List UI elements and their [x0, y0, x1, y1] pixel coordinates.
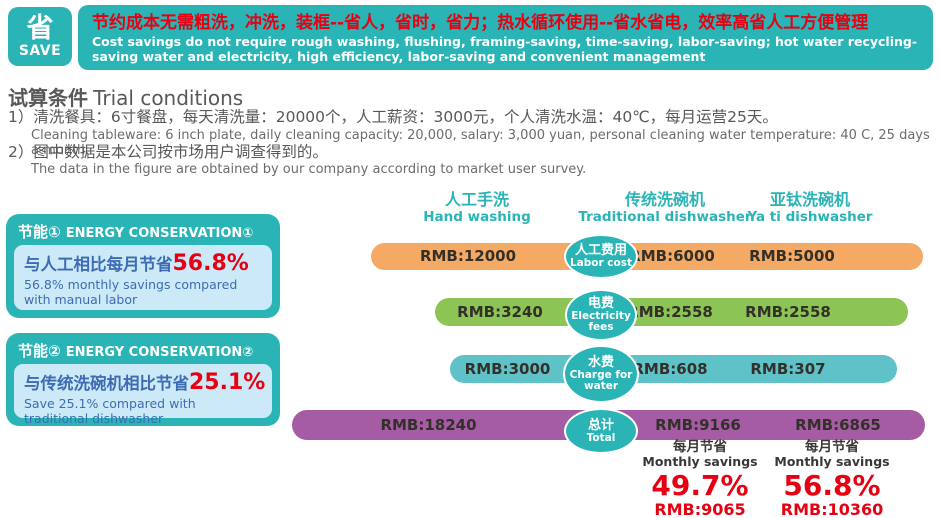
bar-electricity-fees	[435, 298, 908, 326]
column-header-traditional-dishwasher: 传统洗碗机 Traditional dishwasher	[575, 190, 755, 226]
banner-title-en: Cost savings do not require rough washin…	[92, 34, 918, 64]
header-banner: 节约成本无需粗洗，冲洗，装框--省人，省时，省力；热水循环使用--省水省电，效率…	[78, 5, 933, 70]
value-water-yati: RMB:307	[750, 360, 826, 378]
value-electricity-traditional: RMB:2558	[627, 303, 713, 321]
energy-conservation-box-2: 节能② ENERGY CONSERVATION② 与传统洗碗机相比节省25.1% …	[6, 333, 280, 426]
value-electricity-yati: RMB:2558	[745, 303, 831, 321]
value-water-traditional: RMB:608	[632, 360, 708, 378]
column-header-en: Traditional dishwasher	[578, 209, 752, 225]
save-badge-cn: 省	[26, 12, 54, 44]
row-badge-cn: 水费	[587, 355, 614, 370]
energy-box-2-claim: 与传统洗碗机相比节省25.1%	[24, 370, 266, 395]
energy-box-2-title-cn: 节能②	[18, 342, 61, 360]
row-badge-labor-cost: 人工费用 Labor cost	[564, 234, 638, 279]
energy-box-1-claim-cn: 与人工相比每月节省	[24, 255, 173, 274]
save-badge: 省 SAVE	[8, 7, 72, 66]
row-badge-water-charge: 水费 Charge for water	[563, 345, 639, 403]
energy-box-1-title-en: ENERGY CONSERVATION①	[65, 226, 254, 241]
bar-labor-cost	[371, 243, 923, 270]
monthly-savings-amount: RMB:9065	[654, 500, 746, 518]
energy-box-1-title-cn: 节能①	[18, 223, 61, 241]
energy-conservation-box-1: 节能① ENERGY CONSERVATION① 与人工相比每月节省56.8% 5…	[6, 214, 280, 318]
monthly-savings-percent: 49.7%	[651, 469, 749, 502]
value-total-traditional: RMB:9166	[655, 416, 741, 434]
trial-item2-en: The data in the figure are obtained by o…	[31, 162, 587, 177]
monthly-savings-percent: 56.8%	[783, 469, 881, 502]
row-badge-en: Total	[586, 431, 616, 444]
energy-box-1-body: 与人工相比每月节省56.8% 56.8% monthly savings com…	[14, 245, 272, 310]
trial-item1-cn: 1）清洗餐具：6寸餐盘，每天清洗量：20000个，人工薪资：3000元，个人清洗…	[8, 108, 778, 126]
energy-box-1-value: 56.8%	[172, 251, 249, 276]
monthly-savings-label-en: Monthly savings	[642, 454, 758, 469]
value-electricity-hand: RMB:3240	[457, 303, 543, 321]
value-labor-yati: RMB:5000	[749, 247, 835, 265]
banner-title-cn: 节约成本无需粗洗，冲洗，装框--省人，省时，省力；热水循环使用--省水省电，效率…	[92, 13, 869, 33]
energy-box-1-header: 节能① ENERGY CONSERVATION①	[6, 214, 280, 242]
trial-item2-cn: 2）图中数据是本公司按市场用户调查得到的。	[8, 143, 328, 161]
column-header-yati-dishwasher: 亚钛洗碗机 Ya ti dishwasher	[720, 190, 900, 226]
column-header-cn: 亚钛洗碗机	[769, 190, 850, 209]
monthly-savings-yati: 每月节省 Monthly savings 56.8% RMB:10360	[752, 440, 912, 518]
energy-box-1-claim-en: 56.8% monthly savings compared with manu…	[24, 277, 238, 307]
energy-box-2-value: 25.1%	[189, 370, 266, 395]
row-badge-cn: 人工费用	[574, 243, 627, 258]
row-badge-en: Labor cost	[569, 257, 633, 269]
bar-water-charge	[450, 355, 897, 383]
energy-box-2-claim-cn: 与传统洗碗机相比节省	[24, 374, 189, 393]
row-badge-cn: 电费	[587, 296, 614, 311]
column-header-cn: 传统洗碗机	[624, 190, 705, 209]
energy-box-1-claim: 与人工相比每月节省56.8%	[24, 251, 262, 276]
energy-box-2-body: 与传统洗碗机相比节省25.1% Save 25.1% compared with…	[14, 364, 272, 426]
energy-box-2-claim-en: Save 25.1% compared with traditional dis…	[24, 396, 196, 426]
energy-box-2-header: 节能② ENERGY CONSERVATION②	[6, 333, 280, 361]
value-total-yati: RMB:6865	[795, 416, 881, 434]
monthly-savings-traditional: 每月节省 Monthly savings 49.7% RMB:9065	[620, 440, 780, 518]
value-labor-hand: RMB:12000	[419, 247, 517, 265]
value-labor-traditional: RMB:6000	[629, 247, 715, 265]
save-badge-en: SAVE	[18, 42, 62, 59]
row-badge-electricity-fees: 电费 Electricity fees	[565, 289, 637, 341]
monthly-savings-label-cn: 每月节省	[805, 439, 859, 455]
trial-item1-en: Cleaning tableware: 6 inch plate, daily …	[31, 128, 930, 158]
row-badge-en: Charge for water	[569, 369, 633, 392]
value-water-hand: RMB:3000	[464, 360, 551, 378]
trial-title-cn: 试算条件	[8, 86, 88, 110]
monthly-savings-amount: RMB:10360	[780, 500, 884, 518]
column-header-hand-washing: 人工手洗 Hand washing	[397, 190, 557, 226]
monthly-savings-label-en: Monthly savings	[774, 454, 890, 469]
column-header-en: Hand washing	[423, 209, 531, 225]
value-total-hand: RMB:18240	[380, 416, 477, 434]
energy-box-2-title-en: ENERGY CONSERVATION②	[65, 345, 254, 360]
trial-conditions-title: 试算条件 Trial conditions	[8, 82, 243, 111]
row-badge-en: Electricity fees	[571, 310, 631, 333]
row-badge-cn: 总计	[587, 417, 614, 433]
row-badge-total: 总计 Total	[564, 408, 638, 454]
monthly-savings-label-cn: 每月节省	[673, 439, 727, 455]
column-header-en: Ya ti dishwasher	[747, 209, 873, 225]
trial-title-en: Trial conditions	[93, 86, 244, 110]
column-header-cn: 人工手洗	[444, 190, 509, 209]
